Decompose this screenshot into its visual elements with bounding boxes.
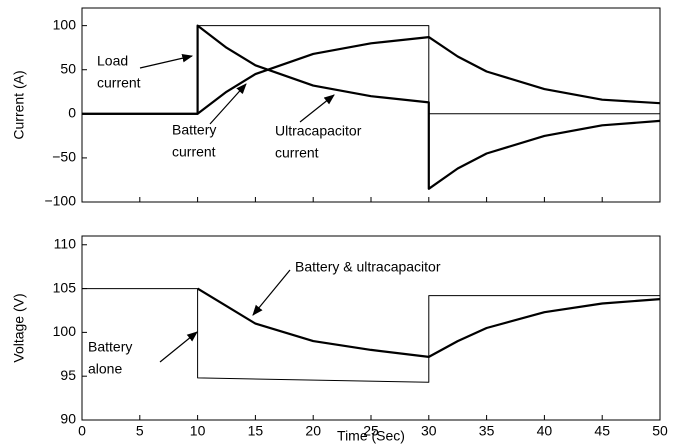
series-line: [82, 24, 661, 190]
x-tick-label: 5: [136, 423, 144, 439]
annotation-arrow: [299, 94, 335, 123]
y-tick-label: 100: [53, 16, 77, 32]
y-axis-label: Voltage (V): [11, 293, 27, 362]
x-tick-label: 45: [594, 423, 610, 439]
annotation: Ultracapacitor: [275, 123, 362, 139]
annotation: Battery: [172, 122, 216, 138]
x-tick-label: 40: [537, 423, 553, 439]
annotation: current: [275, 145, 319, 161]
annotation: Load: [97, 53, 128, 69]
y-tick-label: 110: [54, 235, 77, 251]
annotation-arrow: [139, 53, 194, 69]
y-tick-label: 90: [60, 411, 76, 427]
annotation: Battery: [88, 339, 132, 355]
y-tick-label: 100: [53, 323, 77, 339]
y-axis-label: Current (A): [11, 70, 27, 139]
x-tick-label: 50: [652, 423, 668, 439]
annotation: current: [172, 144, 216, 160]
annotation: Battery & ultracapacitor: [295, 259, 441, 275]
y-tick-label: 0: [68, 105, 76, 121]
series-line: [82, 288, 660, 383]
series-line: [197, 287, 661, 358]
y-tick-label: −50: [52, 149, 76, 165]
annotation: current: [97, 75, 141, 91]
x-axis-label: Time (Sec): [337, 428, 405, 444]
annotation-arrow: [209, 83, 247, 125]
series-line: [82, 25, 660, 115]
x-tick-label: 10: [190, 423, 206, 439]
y-tick-label: −100: [44, 193, 76, 209]
y-tick-label: 105: [53, 279, 77, 295]
x-tick-label: 35: [479, 423, 495, 439]
x-tick-label: 25: [363, 423, 379, 439]
plot-frame: [81, 7, 661, 203]
x-tick-label: 15: [248, 423, 264, 439]
y-tick-label: 50: [60, 60, 76, 76]
y-tick-label: 95: [60, 367, 76, 383]
x-tick-label: 0: [78, 423, 86, 439]
x-tick-label: 20: [305, 423, 321, 439]
annotation: alone: [88, 361, 122, 377]
annotation-arrow: [252, 269, 291, 316]
series-line: [82, 36, 661, 115]
annotation-arrow: [159, 331, 198, 363]
x-tick-label: 30: [421, 423, 437, 439]
